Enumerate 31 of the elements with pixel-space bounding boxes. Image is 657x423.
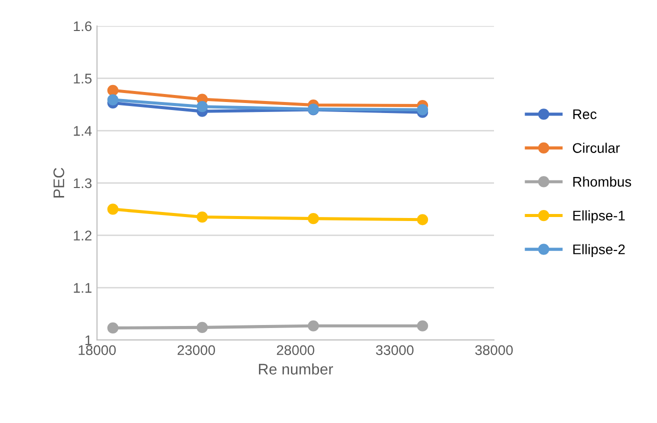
point xyxy=(308,320,319,332)
point xyxy=(107,84,118,96)
y-tick-label: 1.4 xyxy=(74,126,92,136)
point xyxy=(196,211,208,223)
point xyxy=(416,214,428,226)
y-tick-label: 1 xyxy=(85,335,92,346)
x-tick-label: 38000 xyxy=(475,345,513,356)
legend-label: Rec xyxy=(573,109,597,120)
point xyxy=(308,213,319,224)
legend-label: Circular xyxy=(572,142,620,153)
point xyxy=(416,320,428,332)
point xyxy=(107,204,118,215)
y-tick-label: 1.3 xyxy=(74,178,92,188)
point xyxy=(196,322,208,333)
point xyxy=(196,101,208,112)
y-axis-title: PEC xyxy=(53,168,64,198)
y-tick-label: 1.1 xyxy=(74,283,92,293)
point xyxy=(416,104,428,116)
y-tick-label: 1.2 xyxy=(74,230,92,240)
legend-label: Ellipse-2 xyxy=(573,244,625,258)
x-tick-label: 28000 xyxy=(276,345,314,356)
x-tick-label: 18000 xyxy=(78,345,116,356)
y-tick-label: 1.5 xyxy=(74,74,92,84)
point xyxy=(107,322,118,334)
legend-label: Rhombus xyxy=(573,176,632,187)
point xyxy=(107,94,118,106)
legend-label: Ellipse-1 xyxy=(573,210,625,224)
x-tick-label: 33000 xyxy=(376,345,414,356)
x-axis-title: Re number xyxy=(258,363,334,375)
y-tick-label: 1.6 xyxy=(74,21,92,32)
x-tick-label: 23000 xyxy=(178,345,216,356)
